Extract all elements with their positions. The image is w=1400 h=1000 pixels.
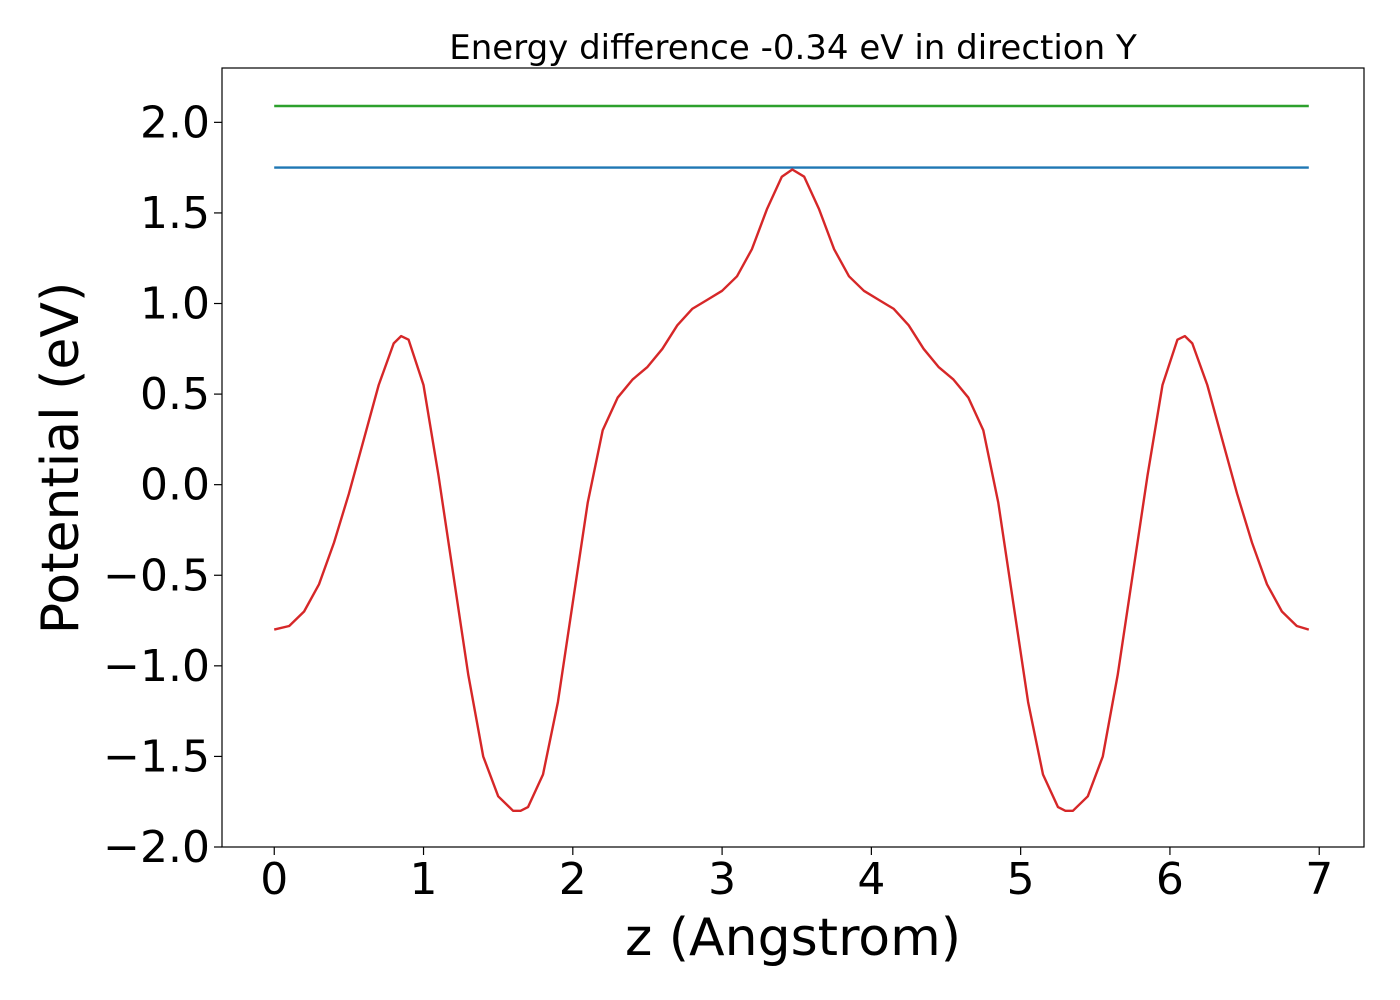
x-tick-label: 1 [410, 854, 438, 905]
y-tick-label: 1.0 [140, 279, 210, 330]
y-tick-label: −0.5 [103, 550, 210, 601]
axes-frame [221, 67, 1365, 848]
x-axis-label: z (Angstrom) [625, 908, 961, 968]
y-tick-label: 0.5 [140, 369, 210, 420]
x-tick-label: 6 [1156, 854, 1184, 905]
chart-title: Energy difference -0.34 eV in direction … [449, 28, 1137, 68]
x-tick-label: 0 [260, 854, 288, 905]
x-tick-label: 5 [1007, 854, 1035, 905]
x-tick-label: 2 [559, 854, 587, 905]
y-tick-label: −1.5 [103, 731, 210, 782]
y-tick-label: 1.5 [140, 188, 210, 239]
x-tick-label: 4 [857, 854, 885, 905]
x-tick-label: 3 [708, 854, 736, 905]
plot-area [221, 67, 1365, 848]
y-tick-label: −1.0 [103, 641, 210, 692]
y-axis-ticks: −2.0 −1.5 −1.0 −0.5 0.0 0.5 1.0 1.5 2.0 [103, 97, 222, 873]
y-tick-label: 0.0 [140, 460, 210, 511]
x-tick-label: 7 [1305, 854, 1333, 905]
y-tick-label: 2.0 [140, 97, 210, 148]
y-axis-label: Potential (eV) [31, 282, 91, 634]
potential-curve [273, 168, 1310, 812]
x-axis-ticks: 0 1 2 3 4 5 6 7 [260, 847, 1333, 905]
y-tick-label: −2.0 [103, 822, 210, 873]
